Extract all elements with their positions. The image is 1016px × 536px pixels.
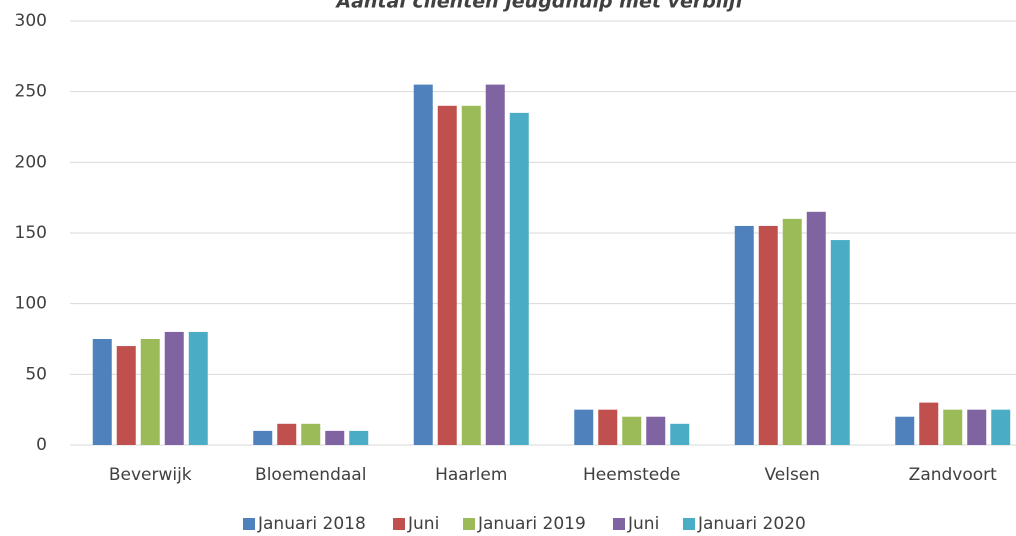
x-tick-label: Haarlem (435, 465, 507, 485)
bar (991, 409, 1011, 445)
legend-swatch (683, 518, 695, 530)
bar (598, 409, 618, 445)
legend-label: Januari 2018 (257, 514, 366, 534)
bar (895, 416, 915, 445)
y-tick-label: 50 (25, 364, 47, 384)
bar (622, 416, 642, 445)
bar (277, 423, 297, 445)
y-tick-label: 250 (15, 82, 47, 102)
bar (830, 240, 850, 445)
legend-swatch (393, 518, 405, 530)
y-tick-label: 100 (15, 294, 47, 314)
bar (734, 225, 754, 445)
bar (509, 112, 529, 445)
bar (188, 331, 208, 445)
bar (437, 105, 457, 446)
legend-swatch (613, 518, 625, 530)
y-tick-label: 300 (15, 11, 47, 31)
legend-label: Juni (407, 514, 439, 534)
bar (919, 402, 939, 445)
chart-title: Aantal cliënten jeugdhulp met verblijf (334, 0, 746, 13)
bar (325, 430, 345, 445)
y-tick-label: 0 (36, 435, 47, 455)
bar (574, 409, 594, 445)
bar (164, 331, 184, 445)
bar (782, 218, 802, 445)
bar (485, 84, 505, 445)
x-tick-label: Zandvoort (909, 465, 997, 485)
bar (670, 423, 690, 445)
bar (461, 105, 481, 446)
bar (140, 339, 160, 445)
bar (349, 430, 369, 445)
legend-label: Januari 2020 (697, 514, 806, 534)
legend-label: Juni (627, 514, 659, 534)
bar (413, 84, 433, 445)
bar (116, 346, 136, 445)
bar (301, 423, 321, 445)
x-tick-label: Bloemendaal (255, 465, 366, 485)
bar (253, 430, 273, 445)
legend-swatch (243, 518, 255, 530)
bar (806, 211, 826, 445)
y-tick-label: 200 (15, 152, 47, 172)
bar (943, 409, 963, 445)
x-tick-label: Velsen (764, 465, 820, 485)
bar (646, 416, 666, 445)
bar (92, 339, 112, 445)
x-tick-label: Beverwijk (109, 465, 192, 485)
legend-swatch (463, 518, 475, 530)
legend-label: Januari 2019 (477, 514, 586, 534)
y-tick-label: 150 (15, 223, 47, 243)
bar (967, 409, 987, 445)
x-tick-label: Heemstede (583, 465, 681, 485)
bar (758, 225, 778, 445)
